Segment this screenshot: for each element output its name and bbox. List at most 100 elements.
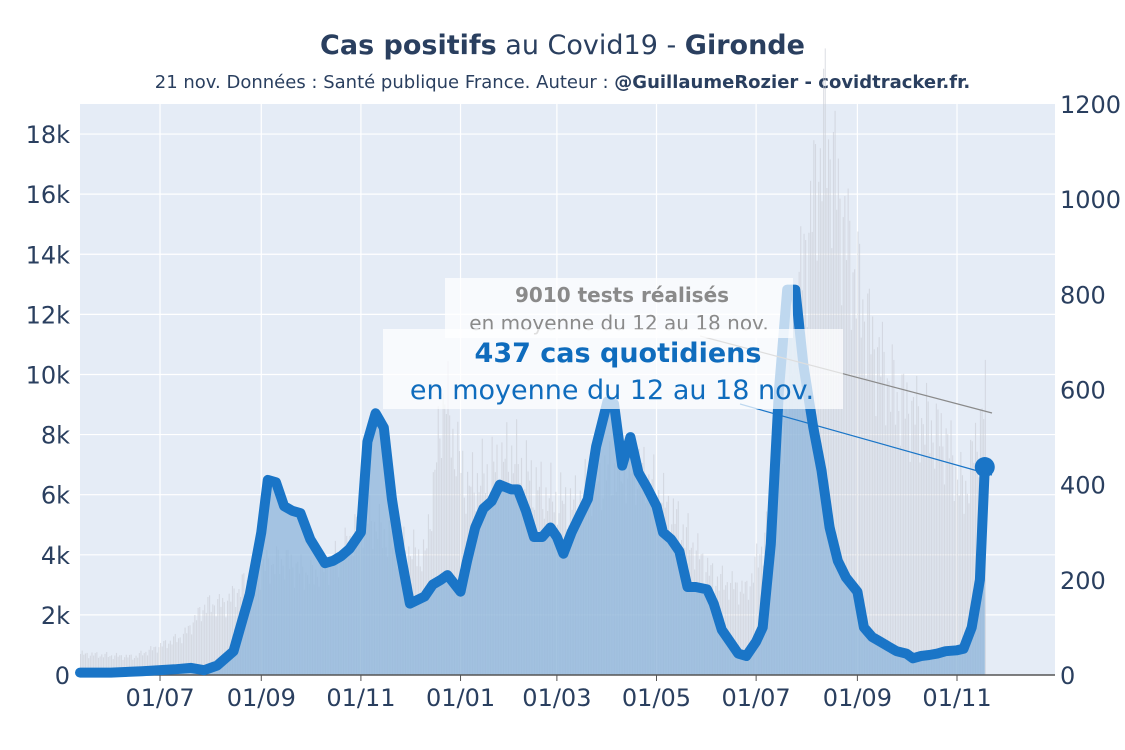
tests-bar xyxy=(963,513,965,675)
tests-bar xyxy=(893,359,895,675)
tests-bar xyxy=(179,637,181,675)
tests-bar xyxy=(736,582,738,675)
y-left-tick-label: 10k xyxy=(26,361,71,389)
tests-bar xyxy=(847,188,849,676)
tests-bar xyxy=(133,657,135,675)
tests-bar xyxy=(904,418,906,675)
tests-bar xyxy=(210,611,212,675)
tests-bar xyxy=(437,406,439,675)
tests-bar xyxy=(452,428,454,675)
tests-bar xyxy=(916,375,918,675)
tests-bar xyxy=(855,318,857,675)
tests-bar xyxy=(935,403,937,675)
tests-bar xyxy=(226,600,229,675)
x-tick-label: 01/09 xyxy=(823,684,892,712)
tests-bar xyxy=(93,655,95,675)
y-right-tick-label: 1000 xyxy=(1060,186,1121,214)
tests-bar xyxy=(741,580,743,675)
tests-bar xyxy=(125,654,127,675)
tests-bar xyxy=(434,469,436,675)
tests-bar xyxy=(191,634,193,675)
tests-bar xyxy=(927,401,929,675)
cases-annotation-arrow xyxy=(739,403,993,476)
y-left-ticks: 0 2k 4k 6k 8k 10k 12k 14k 16k 18k xyxy=(26,121,71,690)
tests-bar xyxy=(909,461,911,675)
tests-bar xyxy=(117,656,119,675)
tests-bar xyxy=(169,640,171,675)
tests-bar xyxy=(903,373,905,675)
y-left-tick-label: 8k xyxy=(41,422,70,450)
tests-bar xyxy=(739,591,741,675)
tests-bar xyxy=(917,406,919,675)
tests-bar xyxy=(115,652,118,675)
tests-bar xyxy=(756,543,758,675)
tests-bar xyxy=(958,495,960,675)
last-case-point xyxy=(974,457,995,478)
y-right-tick-label: 400 xyxy=(1060,472,1106,500)
tests-bar xyxy=(439,438,441,675)
tests-bar xyxy=(948,458,950,675)
tests-bar xyxy=(970,439,972,675)
x-tick-label: 01/11 xyxy=(326,684,395,712)
y-left-tick-label: 4k xyxy=(41,542,70,570)
tests-bar xyxy=(83,654,85,675)
x-tick-label: 01/07 xyxy=(722,684,791,712)
tests-bar xyxy=(455,476,457,675)
tests-bar xyxy=(97,657,100,675)
tests-bar xyxy=(730,582,732,675)
tests-bar xyxy=(974,422,977,675)
tests-bar xyxy=(195,620,198,675)
tests-bar xyxy=(818,181,820,675)
tests-bar xyxy=(872,316,874,675)
tests-bar xyxy=(200,621,202,675)
tests-bar xyxy=(444,404,446,675)
tests-bar xyxy=(836,209,838,675)
tests-bar xyxy=(153,647,155,675)
tests-annotation-value: 9010 tests réalisés xyxy=(515,283,729,307)
tests-bar xyxy=(445,414,447,675)
tests-bar xyxy=(176,642,178,675)
tests-bar xyxy=(942,446,944,675)
tests-bar xyxy=(91,652,93,675)
x-tick-label: 01/01 xyxy=(426,684,495,712)
tests-bar xyxy=(207,596,209,675)
tests-bar xyxy=(94,653,96,675)
title-bold: Cas positifs xyxy=(320,30,497,61)
tests-bar xyxy=(218,594,220,675)
tests-bar xyxy=(458,451,460,675)
tests-bar xyxy=(142,655,144,675)
tests-bar xyxy=(881,321,883,675)
tests-bar xyxy=(880,376,882,675)
tests-bar xyxy=(854,269,856,675)
tests-bar xyxy=(896,392,898,675)
tests-bar xyxy=(213,605,216,675)
tests-bar xyxy=(150,646,152,675)
tests-bar xyxy=(168,643,170,675)
tests-bar xyxy=(839,198,841,675)
tests-bar xyxy=(104,653,106,675)
tests-bar xyxy=(189,625,191,675)
tests-bar xyxy=(107,657,109,675)
tests-bar xyxy=(205,612,207,675)
tests-bar xyxy=(914,424,916,675)
tests-bar xyxy=(857,231,859,675)
tests-bar xyxy=(88,658,90,675)
y-left-tick-label: 16k xyxy=(26,181,71,209)
tests-bar xyxy=(89,655,91,675)
tests-bar xyxy=(84,653,86,675)
tests-bar xyxy=(965,480,967,675)
tests-bar xyxy=(852,272,854,675)
tests-bar xyxy=(826,188,828,675)
tests-bar xyxy=(143,653,145,675)
tests-bar xyxy=(182,633,184,675)
tests-bar xyxy=(888,381,890,675)
tests-bar xyxy=(955,466,957,675)
x-tick-label: 01/07 xyxy=(125,684,194,712)
cases-annotation-box xyxy=(383,329,843,409)
tests-bar xyxy=(101,654,103,675)
tests-bar xyxy=(166,648,168,675)
tests-bar xyxy=(934,468,936,675)
title-mid: au Covid19 - xyxy=(496,30,685,61)
tests-bar xyxy=(81,650,83,675)
tests-bar xyxy=(223,602,225,675)
